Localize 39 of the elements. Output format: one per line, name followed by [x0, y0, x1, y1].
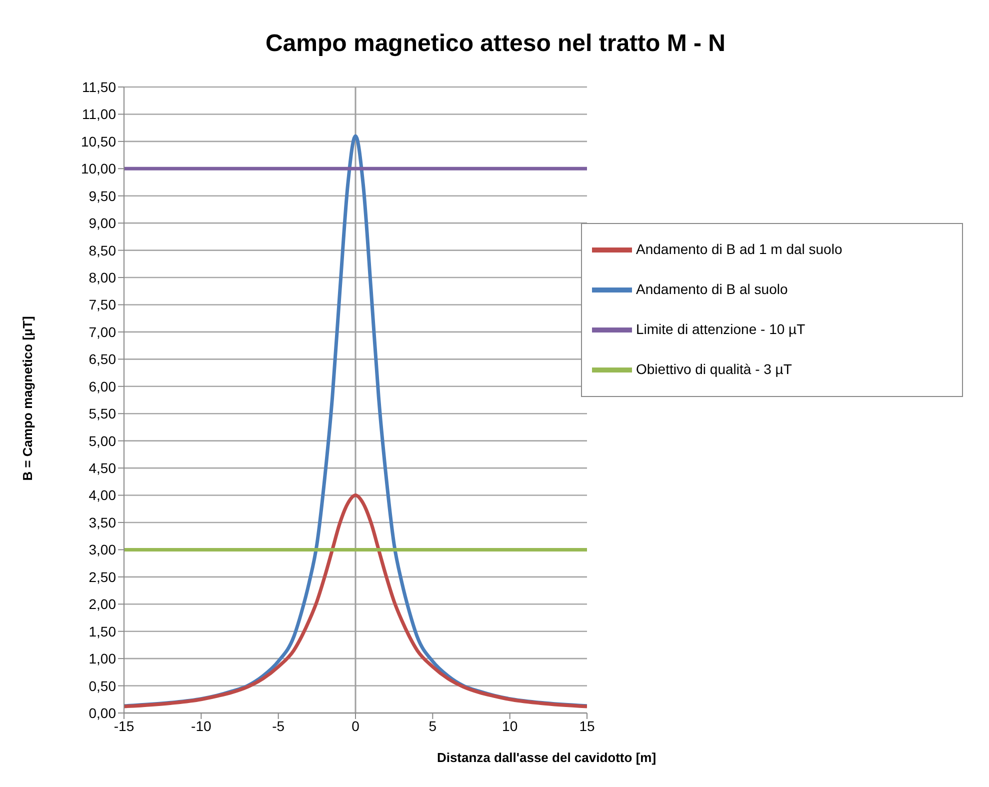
y-tick-label: 0,50	[88, 678, 116, 694]
x-axis-title: Distanza dall'asse del cavidotto [m]	[436, 750, 658, 765]
y-tick-label: 9,00	[88, 215, 116, 232]
y-tick-label: 6,50	[88, 351, 116, 368]
y-tick-label: 11,00	[82, 106, 116, 122]
y-tick-label: 5,50	[88, 406, 116, 422]
x-tick-label: -10	[191, 718, 212, 734]
y-tick-label: 8,50	[88, 242, 116, 258]
x-tick-label: -15	[114, 718, 134, 734]
y-tick-label: 10,00	[80, 160, 116, 177]
y-tick-label: 1,50	[88, 623, 116, 640]
y-tick-label: 4,00	[88, 487, 116, 504]
y-tick-label: 7,00	[88, 324, 116, 340]
x-tick-label: 10	[502, 718, 518, 734]
y-axis-title: B = Campo magnetico [µT]	[20, 316, 34, 480]
x-tick-label: 5	[428, 718, 437, 734]
y-tick-label: 0,00	[88, 704, 116, 721]
x-tick-label: -5	[272, 718, 285, 734]
y-tick-label: 1,00	[88, 650, 116, 667]
y-tick-label: 5,00	[88, 432, 116, 449]
legend-label: Limite di attenzione - 10 µT	[636, 321, 806, 338]
y-tick-label: 3,50	[88, 514, 116, 530]
legend-label: Andamento di B ad 1 m dal suolo	[636, 241, 842, 258]
x-tick-label: 0	[352, 718, 360, 734]
chart-title: Campo magnetico atteso nel tratto M - N	[264, 30, 727, 58]
y-tick-label: 11,50	[82, 78, 116, 95]
y-tick-label: 2,50	[88, 568, 116, 585]
y-tick-label: 6,00	[88, 378, 116, 394]
y-tick-label: 2,00	[88, 596, 116, 612]
y-tick-label: 8,00	[88, 269, 116, 286]
x-tick-label: 15	[579, 718, 595, 734]
legend-label: Andamento di B al suolo	[636, 281, 788, 298]
line-series	[124, 494, 587, 708]
y-tick-label: 3,00	[88, 542, 116, 558]
legend-label: Obiettivo di qualità - 3 µT	[636, 361, 792, 378]
y-tick-label: 9,50	[88, 188, 116, 204]
y-tick-label: 4,50	[88, 460, 116, 476]
y-tick-label: 7,50	[88, 296, 116, 313]
y-tick-label: 10,50	[80, 133, 116, 150]
